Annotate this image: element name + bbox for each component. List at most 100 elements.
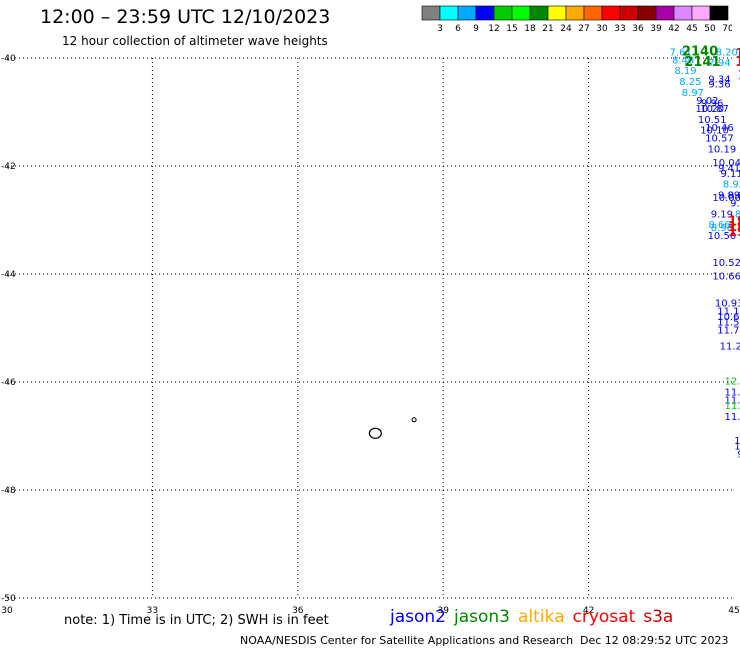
legend-tick-label: 42 [668, 24, 679, 34]
legend-tick-label: 3 [437, 24, 443, 34]
wave-height-value: 8.42 [735, 209, 740, 220]
wave-height-value: 10.35 [734, 442, 740, 453]
wave-height-value: 8.25 [679, 77, 701, 88]
longitude-label: 30 [1, 606, 13, 616]
latitude-label: -40 [1, 54, 16, 64]
satellite-key: jason2 jason3 altika cryosat s3a [390, 607, 681, 627]
page-title: 12:00 – 23:59 UTC 12/10/2023 [40, 6, 331, 28]
pass-time-label: 1939 [735, 47, 740, 62]
legend-tick-label: 21 [542, 24, 553, 34]
wave-height-value: 10.04 [712, 158, 740, 169]
legend-tick-label: 24 [560, 24, 572, 34]
satellite-name: jason3 [454, 607, 510, 627]
legend-tick-label: 70 [722, 24, 732, 34]
wave-height-value: 8.20 [716, 47, 738, 58]
legend-tick-label: 50 [704, 24, 716, 34]
wave-height-value: 9.83 [730, 199, 740, 210]
observation-layer: 7.618.408.198.258.979.029.9610.2010.8710… [670, 44, 740, 487]
longitude-label: 33 [147, 606, 158, 616]
island-outline [411, 417, 417, 423]
pass-time-label: 1938 [738, 69, 740, 84]
wave-height-value: 8.66 [708, 220, 730, 231]
wave-height-value: 10.87 [700, 104, 729, 115]
wave-height-value: 12.09 [725, 377, 740, 388]
latitude-label: -44 [1, 270, 16, 280]
legend-tick-label: 39 [650, 24, 662, 34]
pass-time-label: 1938 [728, 225, 740, 240]
wave-height-value: 10.51 [698, 115, 727, 126]
pass-time-label: 1939 [735, 55, 740, 70]
longitude-label: 45 [728, 606, 739, 616]
satellite-name: cryosat [572, 607, 636, 627]
wave-height-value: 8.92 [723, 180, 740, 191]
wave-height-value: 9.69 [728, 190, 740, 201]
wave-height-value: 7.94 [708, 58, 730, 69]
latitude-label: -46 [1, 378, 16, 388]
wave-height-value: 9.96 [701, 99, 723, 110]
wave-height-value: 10.67 [717, 312, 740, 323]
satellite-name: s3a [643, 607, 674, 627]
wave-height-value: 9.36 [708, 80, 730, 91]
satellite-name: altika [518, 607, 565, 627]
wave-height-value: 10.10 [700, 126, 729, 137]
generated-date: Dec 12 08:29:52 UTC 2023 [580, 634, 729, 647]
legend-tick-label: 45 [686, 24, 697, 34]
wave-height-value: 8.97 [682, 88, 704, 99]
wave-height-value: 9.41 [718, 163, 740, 174]
legend-swatch [709, 5, 729, 21]
latitude-label: -48 [1, 486, 16, 496]
satellite-name: jason2 [390, 607, 446, 627]
legend-tick-label: 9 [473, 24, 479, 34]
pass-time-label: 2141 [684, 55, 720, 70]
wave-height-value: 11.71 [717, 325, 740, 336]
wave-height-value: 9.11 [720, 169, 740, 180]
page-subtitle: 12 hour collection of altimeter wave hei… [62, 34, 328, 48]
wave-height-value: 11.11 [725, 401, 740, 412]
legend-tick-label: 18 [524, 24, 536, 34]
wave-height-value: 10.66 [712, 271, 740, 282]
wave-height-value: 9.14 [737, 450, 740, 461]
legend-tick-label: 33 [614, 24, 625, 34]
pass-time-label: 1938 [728, 214, 740, 229]
island-outline [368, 427, 382, 439]
wave-height-value: 9.34 [708, 74, 730, 85]
latitude-label: -42 [1, 162, 16, 172]
wave-height-value: 10.93 [715, 298, 740, 309]
longitude-label: 42 [583, 606, 594, 616]
wave-height-value: 10.57 [705, 134, 734, 145]
wave-height-value: 11.19 [725, 412, 740, 423]
footnote: note: 1) Time is in UTC; 2) SWH is in fe… [64, 613, 329, 628]
legend-tick-label: 30 [596, 24, 608, 34]
wave-height-value: 10.52 [712, 258, 740, 269]
wave-height-value: 10.00 [712, 193, 740, 204]
wave-height-value: 9.89 [718, 190, 740, 201]
wave-height-value: 11.57 [717, 317, 740, 328]
legend-tick-label: 27 [578, 24, 589, 34]
wave-height-value: 8.98 [711, 223, 733, 234]
wave-height-value: 11.12 [717, 307, 740, 318]
legend-tick-label: 15 [506, 24, 517, 34]
legend-tick-label: 12 [488, 24, 499, 34]
wave-height-value: 10.50 [708, 231, 737, 242]
legend-tick-label: 36 [632, 24, 644, 34]
wave-height-value: 9.19 [711, 209, 733, 220]
pass-time-label: 2140 [682, 44, 718, 59]
wave-height-value: 11.97 [725, 388, 740, 399]
wave-height-value: 10.20 [695, 104, 724, 115]
legend-tick-label: 6 [455, 24, 461, 34]
wave-height-value: 11.26 [720, 342, 740, 353]
wave-height-value: 7.61 [670, 47, 692, 58]
credit-line: NOAA/NESDIS Center for Satellite Applica… [240, 634, 574, 647]
latitude-label: -50 [1, 594, 16, 604]
wave-height-value: 9.02 [696, 96, 718, 107]
wave-height-value: 10.19 [708, 145, 737, 156]
wave-height-value: 8.40 [672, 55, 694, 66]
wave-height-value: 8.19 [674, 66, 696, 77]
longitude-label: 36 [292, 606, 304, 616]
longitude-label: 39 [437, 606, 449, 616]
pass-time-label: 1938 [728, 220, 740, 235]
wave-height-value: 11.32 [725, 396, 740, 407]
wave-height-value: 10.04 [734, 436, 740, 447]
